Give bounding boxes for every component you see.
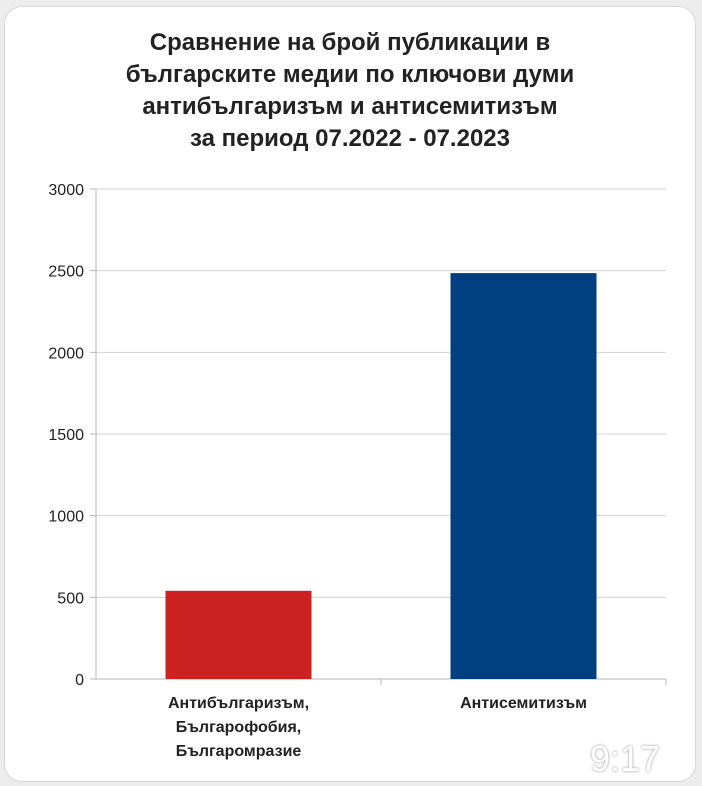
chart-title: Сравнение на брой публикации в български… <box>60 27 640 155</box>
chart-title-line: българските медии по ключови думи <box>125 61 575 88</box>
x-category-label: Българомразие <box>176 743 302 760</box>
x-category-label: Антисемитизъм <box>460 695 587 712</box>
bar <box>450 273 597 679</box>
x-category-label: Българофобия, <box>176 719 302 736</box>
x-category-label: Антибългаризъм, <box>168 695 309 712</box>
y-tick-label: 1000 <box>48 509 84 526</box>
clock-overlay: 9:17 <box>590 738 661 779</box>
y-tick-label: 0 <box>75 672 84 689</box>
y-tick-label: 2000 <box>48 345 84 362</box>
bar <box>165 590 312 679</box>
chart-title-line: за период 07.2022 - 07.2023 <box>190 125 510 152</box>
y-tick-label: 500 <box>57 590 84 607</box>
chart-title-line: Сравнение на брой публикации в <box>149 29 551 56</box>
y-tick-label: 3000 <box>48 182 84 199</box>
chart-title-line: антибългаризъм и антисемитизъм <box>142 93 558 120</box>
y-tick-label: 2500 <box>48 264 84 281</box>
y-tick-label: 1500 <box>48 427 84 444</box>
